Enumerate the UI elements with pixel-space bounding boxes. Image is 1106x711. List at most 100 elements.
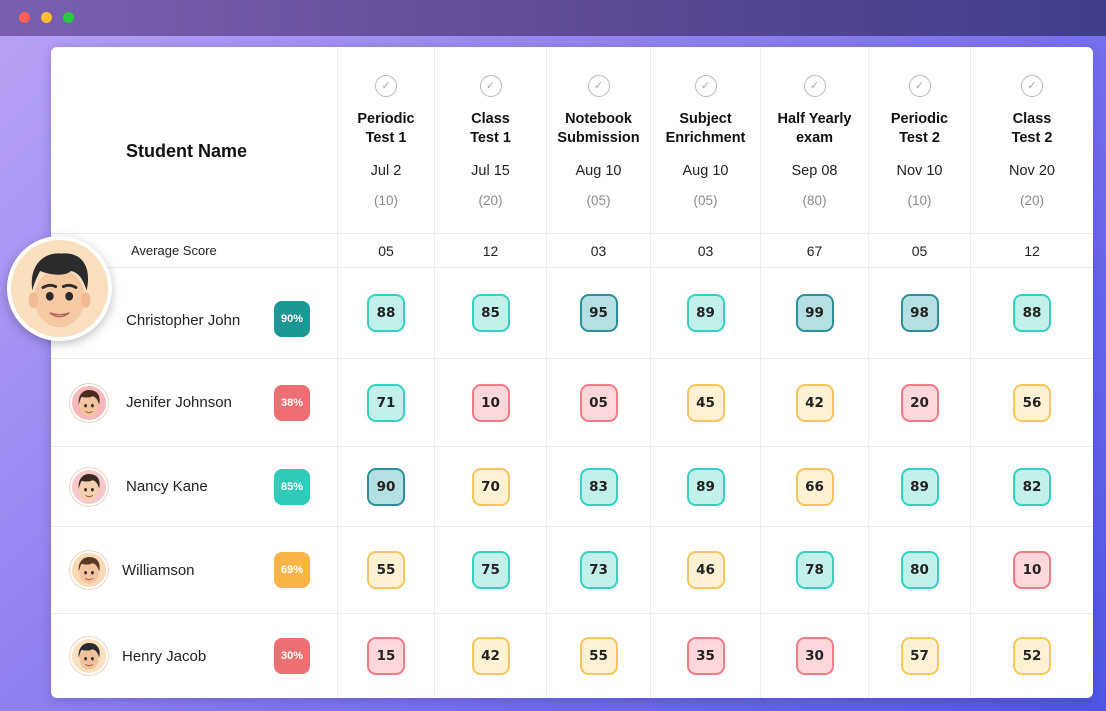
student-avatar[interactable] <box>70 467 108 506</box>
average-score-cell: 03 <box>547 234 651 268</box>
score-cell[interactable]: 05 <box>547 359 651 447</box>
check-circle-icon[interactable]: ✓ <box>375 75 397 97</box>
score-badge[interactable]: 75 <box>471 551 510 589</box>
student-name[interactable]: Nancy Kane <box>126 478 208 495</box>
score-cell[interactable]: 10 <box>435 359 547 447</box>
score-cell[interactable]: 71 <box>338 359 435 447</box>
score-cell[interactable]: 35 <box>651 614 761 698</box>
check-circle-icon[interactable]: ✓ <box>803 75 826 97</box>
student-row-name-cell[interactable]: Williamson 69% <box>51 527 338 614</box>
score-badge[interactable]: 45 <box>686 383 725 422</box>
score-cell[interactable]: 42 <box>761 359 869 447</box>
student-row-name-cell[interactable]: Jenifer Johnson 38% <box>51 359 338 447</box>
score-badge[interactable]: 71 <box>367 383 405 422</box>
score-cell[interactable]: 75 <box>435 527 547 614</box>
score-badge[interactable]: 90 <box>367 467 405 506</box>
score-badge[interactable]: 89 <box>900 467 939 506</box>
score-badge[interactable]: 88 <box>1013 294 1051 332</box>
minimize-window-button[interactable] <box>41 12 52 23</box>
score-cell[interactable]: 55 <box>547 614 651 698</box>
score-badge[interactable]: 80 <box>900 551 939 589</box>
score-cell[interactable]: 85 <box>435 268 547 359</box>
score-badge[interactable]: 42 <box>471 637 510 675</box>
score-cell[interactable]: 73 <box>547 527 651 614</box>
score-badge[interactable]: 42 <box>795 383 834 422</box>
close-window-button[interactable] <box>19 12 30 23</box>
score-cell[interactable]: 88 <box>338 268 435 359</box>
selected-student-avatar[interactable] <box>7 236 112 341</box>
score-cell[interactable]: 89 <box>651 447 761 527</box>
score-badge[interactable]: 55 <box>367 551 405 589</box>
score-badge[interactable]: 83 <box>579 467 618 506</box>
score-cell[interactable]: 83 <box>547 447 651 527</box>
score-badge[interactable]: 20 <box>900 383 939 422</box>
check-circle-icon[interactable]: ✓ <box>694 75 717 97</box>
score-cell[interactable]: 15 <box>338 614 435 698</box>
score-badge[interactable]: 82 <box>1013 467 1051 506</box>
score-badge[interactable]: 35 <box>686 637 725 675</box>
score-cell[interactable]: 52 <box>971 614 1093 698</box>
student-name[interactable]: Henry Jacob <box>122 647 207 665</box>
score-badge[interactable]: 57 <box>900 637 939 675</box>
score-cell[interactable]: 10 <box>971 527 1093 614</box>
student-avatar[interactable] <box>70 551 108 589</box>
check-circle-icon[interactable]: ✓ <box>1021 75 1043 97</box>
student-avatar[interactable] <box>70 637 108 675</box>
score-cell[interactable]: 70 <box>435 447 547 527</box>
score-badge[interactable]: 95 <box>579 294 618 332</box>
score-cell[interactable]: 55 <box>338 527 435 614</box>
score-badge[interactable]: 85 <box>471 294 510 332</box>
score-badge[interactable]: 73 <box>579 551 618 589</box>
score-cell[interactable]: 89 <box>651 268 761 359</box>
score-cell[interactable]: 78 <box>761 527 869 614</box>
average-score-label: Average Score <box>131 243 217 258</box>
score-cell[interactable]: 80 <box>869 527 971 614</box>
memoji-avatar-icon <box>78 643 100 670</box>
student-name[interactable]: Christopher John <box>126 312 241 329</box>
score-cell[interactable]: 46 <box>651 527 761 614</box>
score-cell[interactable]: 82 <box>971 447 1093 527</box>
score-cell[interactable]: 90 <box>338 447 435 527</box>
check-circle-icon[interactable]: ✓ <box>908 75 931 97</box>
student-avatar[interactable] <box>70 383 108 422</box>
student-name[interactable]: Williamson <box>122 561 195 579</box>
student-name[interactable]: Jenifer Johnson <box>126 394 232 411</box>
score-badge[interactable]: 30 <box>795 637 834 675</box>
score-cell[interactable]: 56 <box>971 359 1093 447</box>
score-cell[interactable]: 95 <box>547 268 651 359</box>
score-badge[interactable]: 10 <box>471 383 510 422</box>
score-badge[interactable]: 78 <box>795 551 834 589</box>
score-cell[interactable]: 45 <box>651 359 761 447</box>
student-row-name-cell[interactable]: Nancy Kane 85% <box>51 447 338 527</box>
score-cell[interactable]: 42 <box>435 614 547 698</box>
score-cell[interactable]: 99 <box>761 268 869 359</box>
student-row-name-cell[interactable]: Christopher John 90% <box>51 268 338 359</box>
score-badge[interactable]: 89 <box>686 294 725 332</box>
student-percentage-badge: 90% <box>274 301 310 337</box>
score-cell[interactable]: 88 <box>971 268 1093 359</box>
score-badge[interactable]: 98 <box>900 294 939 332</box>
maximize-window-button[interactable] <box>63 12 74 23</box>
score-badge[interactable]: 66 <box>795 467 834 506</box>
score-cell[interactable]: 98 <box>869 268 971 359</box>
score-badge[interactable]: 10 <box>1013 551 1051 589</box>
score-badge[interactable]: 15 <box>367 637 405 675</box>
student-percentage-badge: 38% <box>274 384 310 421</box>
score-badge[interactable]: 05 <box>579 383 618 422</box>
score-badge[interactable]: 55 <box>579 637 618 675</box>
check-circle-icon[interactable]: ✓ <box>587 75 610 97</box>
score-badge[interactable]: 89 <box>686 467 725 506</box>
score-cell[interactable]: 20 <box>869 359 971 447</box>
score-badge[interactable]: 56 <box>1013 383 1051 422</box>
score-cell[interactable]: 89 <box>869 447 971 527</box>
student-row-name-cell[interactable]: Henry Jacob 30% <box>51 614 338 698</box>
score-badge[interactable]: 99 <box>795 294 834 332</box>
score-cell[interactable]: 30 <box>761 614 869 698</box>
score-badge[interactable]: 52 <box>1013 637 1051 675</box>
check-circle-icon[interactable]: ✓ <box>479 75 502 97</box>
score-badge[interactable]: 70 <box>471 467 510 506</box>
score-cell[interactable]: 57 <box>869 614 971 698</box>
score-badge[interactable]: 88 <box>367 294 405 332</box>
score-cell[interactable]: 66 <box>761 447 869 527</box>
score-badge[interactable]: 46 <box>686 551 725 589</box>
